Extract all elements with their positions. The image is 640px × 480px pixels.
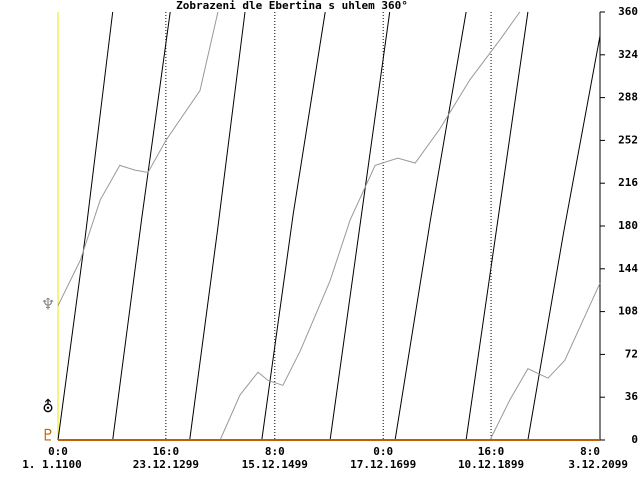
x-tick-label: 0:0 [48, 445, 68, 458]
y-tick-label: 360 [618, 5, 638, 18]
x-tick-date: 3.12.2099 [568, 458, 628, 471]
y-tick-label: 288 [618, 91, 638, 104]
y-tick-label: 36 [625, 390, 639, 403]
y-tick-label: 324 [618, 48, 638, 61]
series-line [219, 11, 521, 441]
y-tick-label: 144 [618, 262, 638, 275]
y-tick-label: 0 [631, 433, 638, 446]
x-tick-label: 16:0 [153, 445, 180, 458]
series-line [329, 11, 391, 441]
series-line [394, 11, 467, 441]
series-line [527, 35, 601, 441]
x-tick-label: 16:0 [478, 445, 505, 458]
x-tick-date: 17.12.1699 [350, 458, 416, 471]
y-tick-label: 72 [625, 347, 638, 360]
chart-title: Zobrazeni dle Ebertina s uhlem 360° [176, 0, 408, 12]
y-tick-label: 252 [618, 133, 638, 146]
planet-symbol: ⛢ [42, 397, 54, 416]
x-tick-date: 1. 1.1100 [22, 458, 82, 471]
x-tick-label: 8:0 [580, 445, 600, 458]
planet-symbol: ♆ [41, 295, 55, 314]
series-line [465, 11, 529, 441]
series-line [489, 282, 601, 441]
x-tick-date: 10.12.1899 [458, 458, 524, 471]
planet-symbol: ♇ [41, 426, 55, 445]
y-tick-label: 216 [618, 176, 638, 189]
series-line [112, 11, 171, 441]
x-tick-date: 15.12.1499 [242, 458, 308, 471]
x-tick-label: 0:0 [373, 445, 393, 458]
series-line [189, 11, 246, 441]
y-tick-label: 180 [618, 219, 638, 232]
x-tick-date: 23.12.1299 [133, 458, 199, 471]
series-line [57, 11, 219, 306]
series-line [261, 11, 326, 441]
x-tick-label: 8:0 [265, 445, 285, 458]
series-line [57, 11, 114, 441]
y-tick-label: 108 [618, 305, 638, 318]
